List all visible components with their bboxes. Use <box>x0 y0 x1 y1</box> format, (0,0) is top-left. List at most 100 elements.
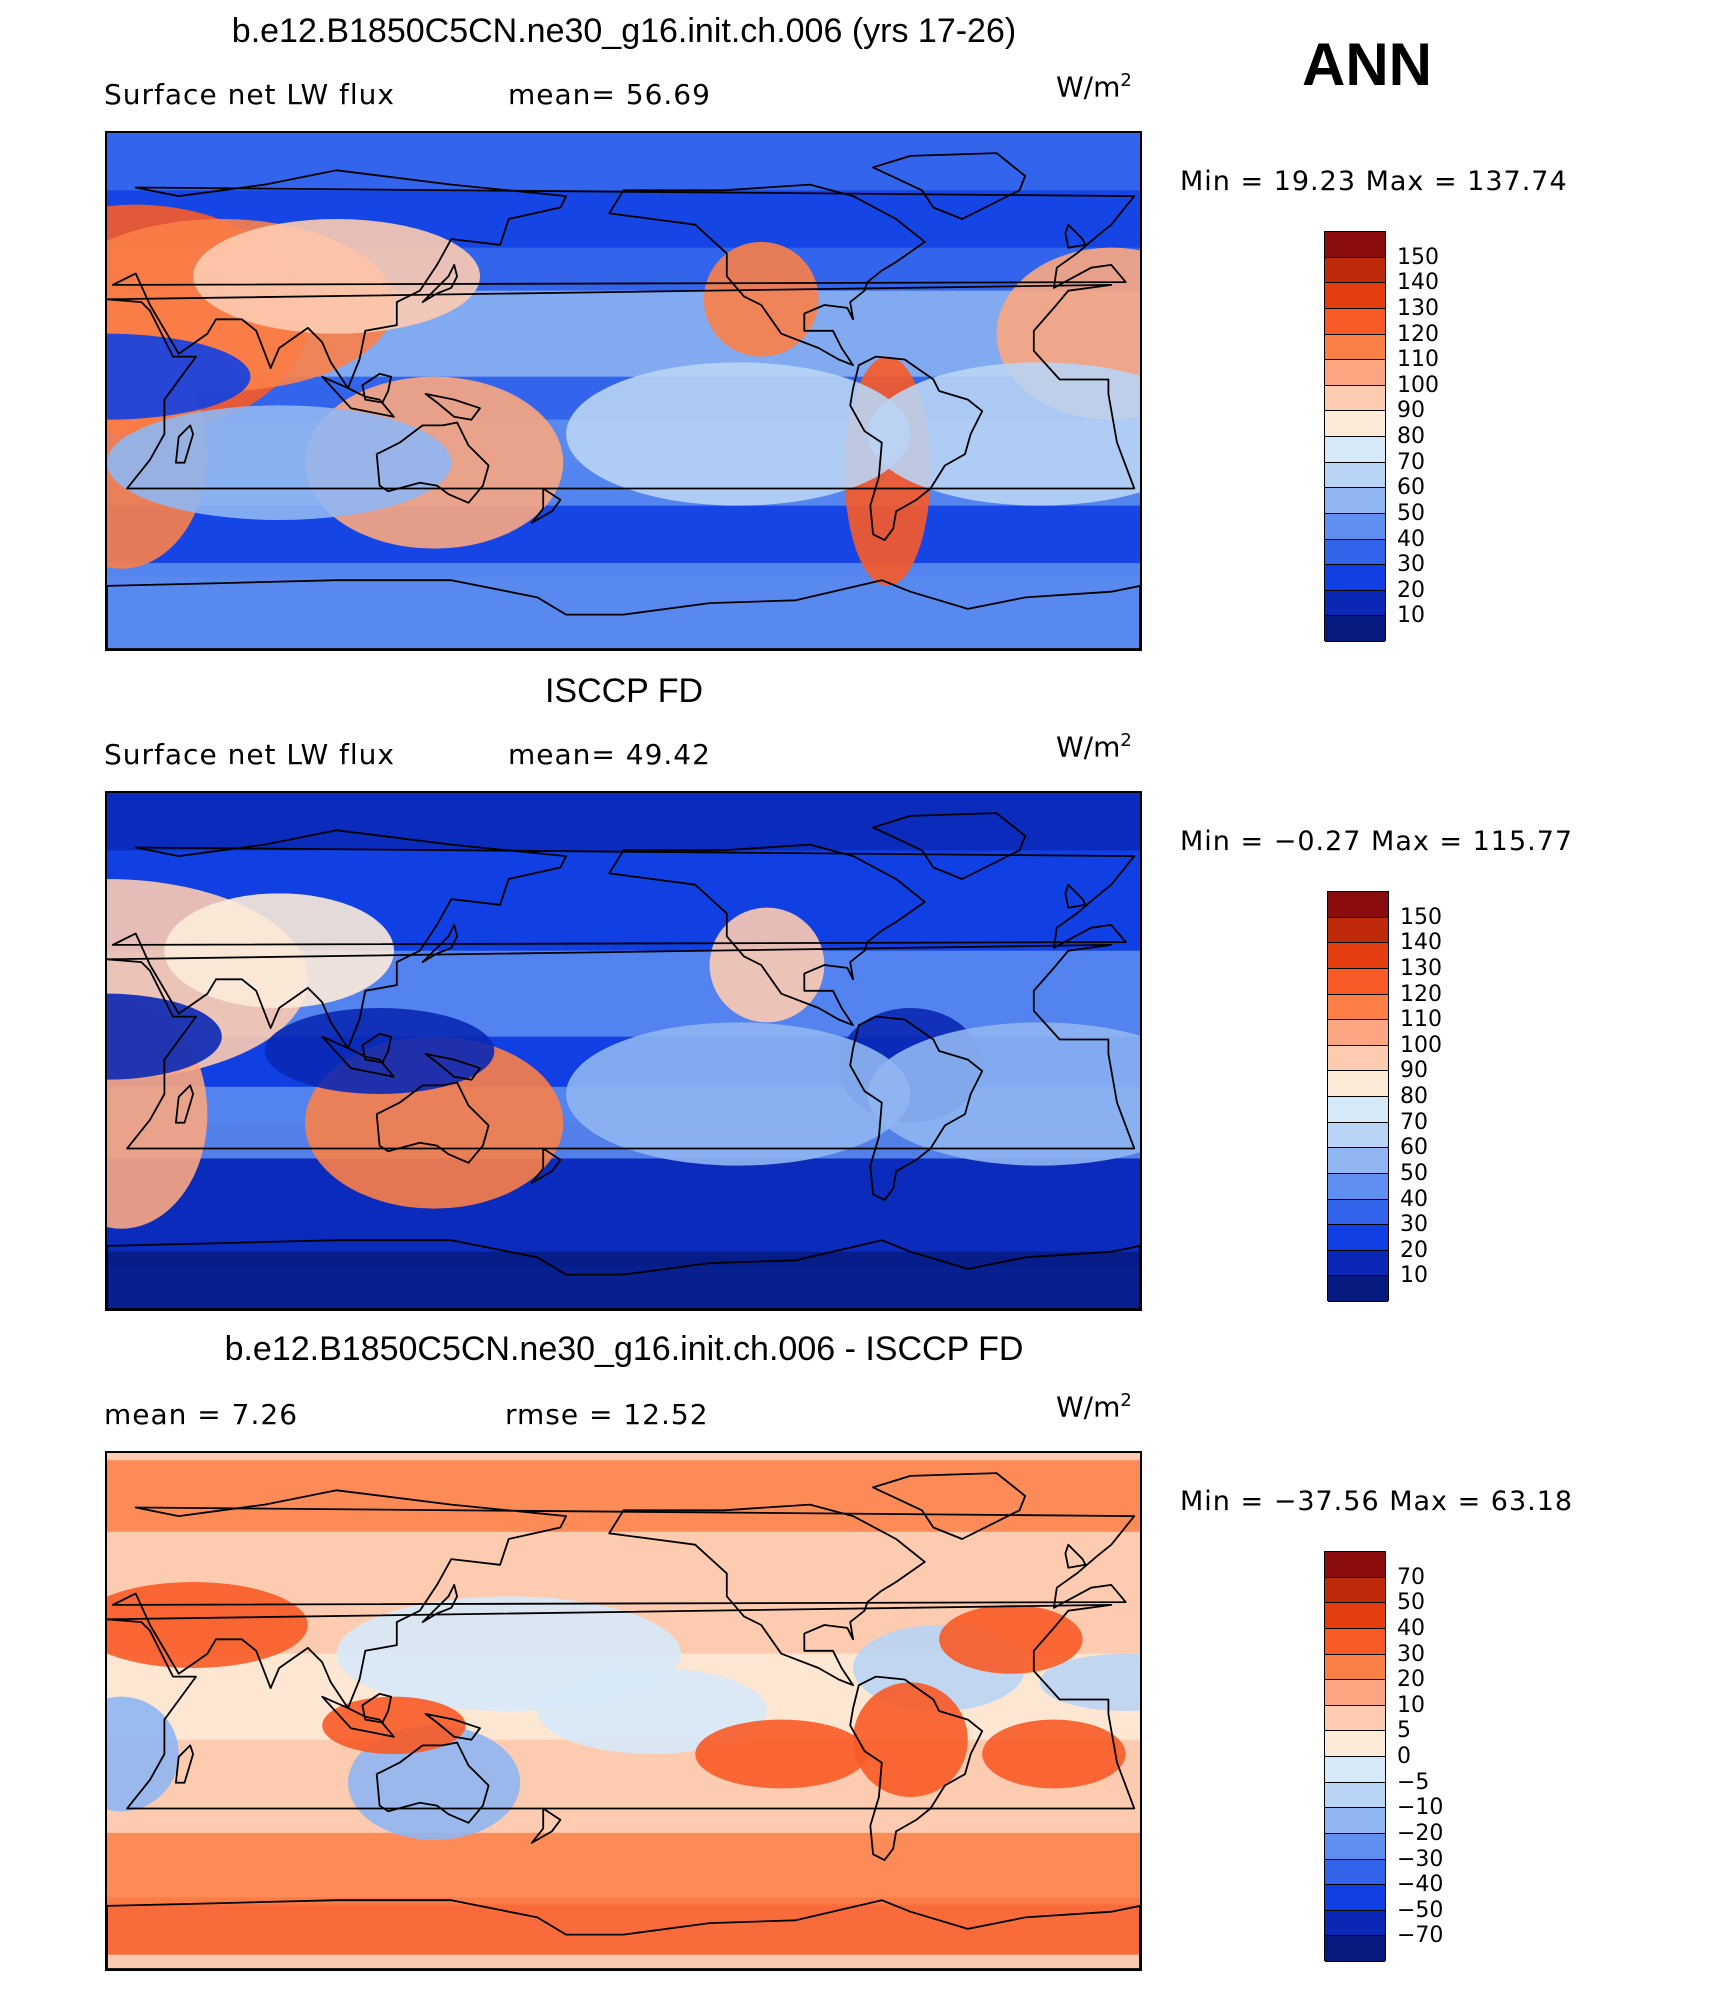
coastline-newguinea <box>424 1713 481 1741</box>
colorbar-label: 10 <box>1400 1263 1428 1289</box>
coastline-indonesia <box>321 1035 395 1078</box>
panel-2-title: ISCCP FD <box>544 672 704 710</box>
colorbar-cell <box>1328 1250 1388 1277</box>
colorbar-label: −5 <box>1397 1769 1430 1795</box>
panel-2-units: W/m2 <box>1056 730 1132 764</box>
colorbar-cell <box>1325 1808 1385 1834</box>
colorbar-label: 90 <box>1400 1058 1428 1084</box>
colorbar-cell <box>1325 1680 1385 1706</box>
colorbar-cell <box>1325 488 1385 514</box>
colorbar-label: 40 <box>1397 1615 1425 1641</box>
coastline-samerica <box>849 1015 984 1201</box>
panel-2-variable: Surface net LW flux <box>104 738 395 771</box>
coastline-borneo <box>361 1692 392 1724</box>
colorbar-label: 20 <box>1397 577 1425 603</box>
coastline-namerica <box>608 183 926 367</box>
coastline-indonesia <box>321 375 395 418</box>
colorbar-cell <box>1325 1654 1385 1681</box>
coastline-namerica <box>608 843 926 1027</box>
coastline-samerica <box>849 355 984 541</box>
colorbar-label: 150 <box>1397 244 1439 270</box>
field-band <box>107 1897 1140 1955</box>
colorbar-label: 140 <box>1400 930 1442 956</box>
field-band <box>107 1460 1140 1532</box>
colorbar-cell <box>1325 1628 1385 1655</box>
colorbar-label: 120 <box>1397 321 1439 347</box>
coastline-eurasia <box>111 169 1136 389</box>
colorbar-label: 10 <box>1397 1692 1425 1718</box>
field-region <box>695 1719 868 1789</box>
colorbar-cell <box>1328 1122 1388 1149</box>
field-band <box>107 793 1140 851</box>
coastline-nz <box>530 1147 562 1184</box>
panel-1-title: b.e12.B1850C5CN.ne30_g16.init.ch.006 (yr… <box>231 12 1017 50</box>
field-region <box>193 219 481 334</box>
coastline-newguinea <box>424 1053 481 1081</box>
colorbar-label: 120 <box>1400 981 1442 1007</box>
field-region <box>703 241 819 357</box>
field-region <box>566 362 911 506</box>
colorbar-label: −70 <box>1397 1923 1444 1949</box>
colorbar-label: 90 <box>1397 398 1425 424</box>
coastline-antarctica <box>107 579 1140 649</box>
colorbar-cell <box>1328 1148 1388 1174</box>
field-region <box>107 333 251 420</box>
coastline-borneo <box>361 1032 392 1064</box>
colorbar-cell <box>1325 616 1385 642</box>
colorbar-label: 110 <box>1400 1007 1442 1033</box>
colorbar-label: 50 <box>1397 500 1425 526</box>
field-region <box>264 1008 495 1094</box>
colorbar-cell <box>1325 462 1385 489</box>
colorbar-label: 30 <box>1397 552 1425 578</box>
colorbar-cell <box>1325 1859 1385 1886</box>
colorbar-cell <box>1325 283 1385 309</box>
coastline-madagascar <box>175 424 194 464</box>
panel-3-mean: mean = 7.26 <box>104 1398 299 1431</box>
field-band <box>107 563 1140 649</box>
field-region <box>853 1682 968 1797</box>
colorbar-cell <box>1328 1225 1388 1251</box>
panel-2-colorbar: 150 140 130 120 110 100 90 80 70 60 50 40 30 20 10 <box>1327 891 1442 1302</box>
colorbar-cell <box>1325 308 1385 335</box>
colorbar-cell <box>1325 385 1385 412</box>
colorbar-cell <box>1325 1603 1385 1629</box>
panel-2-mean: mean= 49.42 <box>508 738 711 771</box>
colorbar-label: 110 <box>1397 347 1439 373</box>
coastline-japan <box>421 1584 458 1623</box>
colorbar-cell <box>1328 1020 1388 1046</box>
field-region <box>107 405 452 520</box>
colorbar-label: −20 <box>1397 1820 1444 1846</box>
coastline-africa <box>107 944 1136 1150</box>
field-region <box>1039 1653 1140 1711</box>
coastline-greenland <box>872 1472 1027 1540</box>
panel-2-minmax: Min = −0.27 Max = 115.77 <box>1180 826 1574 857</box>
colorbar-cell <box>1325 1936 1385 1962</box>
field-region <box>107 1696 179 1812</box>
coastline-samerica <box>849 1675 984 1861</box>
colorbar-cell <box>1325 1782 1385 1809</box>
colorbar-label: −40 <box>1397 1872 1444 1898</box>
colorbar-cell <box>1325 1885 1385 1911</box>
colorbar-label: 80 <box>1400 1084 1428 1109</box>
colorbar-cell <box>1325 590 1385 617</box>
colorbar-cell <box>1328 1045 1388 1072</box>
colorbar-label: 0 <box>1397 1744 1411 1769</box>
field-region <box>322 1696 466 1754</box>
panel-1-colorbar: 150 140 130 120 110 100 90 80 70 60 50 40 30 20 10 <box>1324 231 1439 642</box>
colorbar-label: 50 <box>1400 1160 1428 1186</box>
panel-1-mean: mean= 56.69 <box>508 78 711 111</box>
panel-3-rmse: rmse = 12.52 <box>505 1398 709 1431</box>
coastline-namerica <box>608 1503 926 1687</box>
coastline-africa <box>107 1604 1136 1810</box>
colorbar-cell <box>1325 232 1385 258</box>
coastline-borneo <box>361 372 392 404</box>
colorbar-cell <box>1325 411 1385 437</box>
colorbar-label: 30 <box>1400 1212 1428 1238</box>
colorbar-cell <box>1328 917 1388 944</box>
coastline-uk <box>1064 883 1087 909</box>
season-label: ANN <box>1302 31 1432 98</box>
colorbar-cell <box>1325 1577 1385 1604</box>
colorbar-cell <box>1328 1097 1388 1123</box>
colorbar-cell <box>1325 565 1385 591</box>
colorbar-label: 40 <box>1397 526 1425 552</box>
